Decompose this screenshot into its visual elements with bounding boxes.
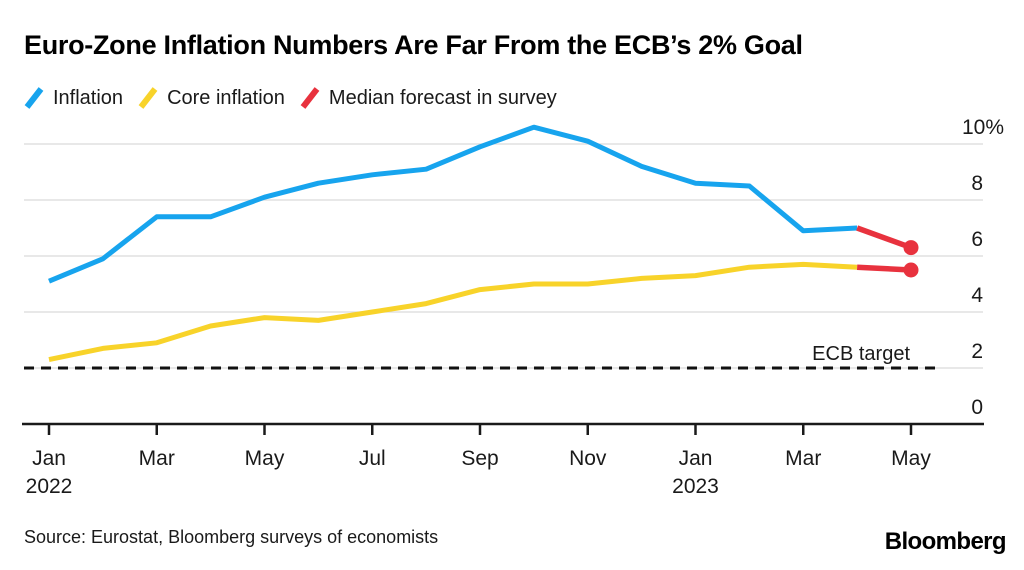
forecast-dot: [903, 240, 919, 256]
y-tick-label: 4: [971, 284, 983, 307]
x-tick-label: Jul: [359, 447, 386, 470]
x-tick-label: Sep: [461, 447, 498, 470]
x-tick-year-label: 2023: [672, 475, 719, 498]
ecb-target-label: ECB target: [812, 343, 910, 365]
inflation-line: [48, 124, 858, 284]
line-swatch-icon: [300, 87, 320, 109]
source-note: Source: Eurostat, Bloomberg surveys of e…: [24, 527, 439, 547]
bloomberg-logo: Bloomberg: [884, 528, 1007, 555]
legend-label: Inflation: [53, 86, 124, 109]
x-tick-year-label: 2022: [26, 475, 73, 498]
legend-label: Median forecast in survey: [328, 86, 557, 109]
legend-item-core-inflation: Core inflation: [138, 86, 285, 110]
y-tick-label: 0: [971, 396, 983, 419]
x-tick-label: Mar: [785, 447, 821, 470]
y-tick-label: 6: [971, 228, 983, 251]
x-tick-label: Nov: [569, 447, 607, 470]
x-tick-label: Jan: [32, 447, 66, 470]
y-tick-label: 10%: [962, 116, 1004, 139]
x-tick-label: May: [891, 447, 931, 470]
x-tick-label: Mar: [139, 447, 175, 470]
forecast-segment: [856, 264, 912, 273]
y-tick-label: 2: [971, 340, 983, 363]
legend-label: Core inflation: [167, 86, 285, 109]
line-swatch-icon: [24, 87, 44, 109]
forecast-segment: [856, 225, 912, 251]
forecast-dot: [903, 262, 919, 278]
y-tick-label: 8: [971, 172, 983, 195]
x-tick-label: May: [245, 447, 285, 470]
chart-title: Euro-Zone Inflation Numbers Are Far From…: [24, 30, 803, 60]
legend-item-inflation: Inflation: [24, 86, 123, 110]
chart-legend: Inflation Core inflation Median forecast…: [24, 85, 557, 111]
x-tick-label: Jan: [679, 447, 713, 470]
line-swatch-icon: [138, 87, 158, 109]
core-inflation-line: [48, 261, 858, 363]
legend-item-median-forecast: Median forecast in survey: [300, 86, 557, 110]
